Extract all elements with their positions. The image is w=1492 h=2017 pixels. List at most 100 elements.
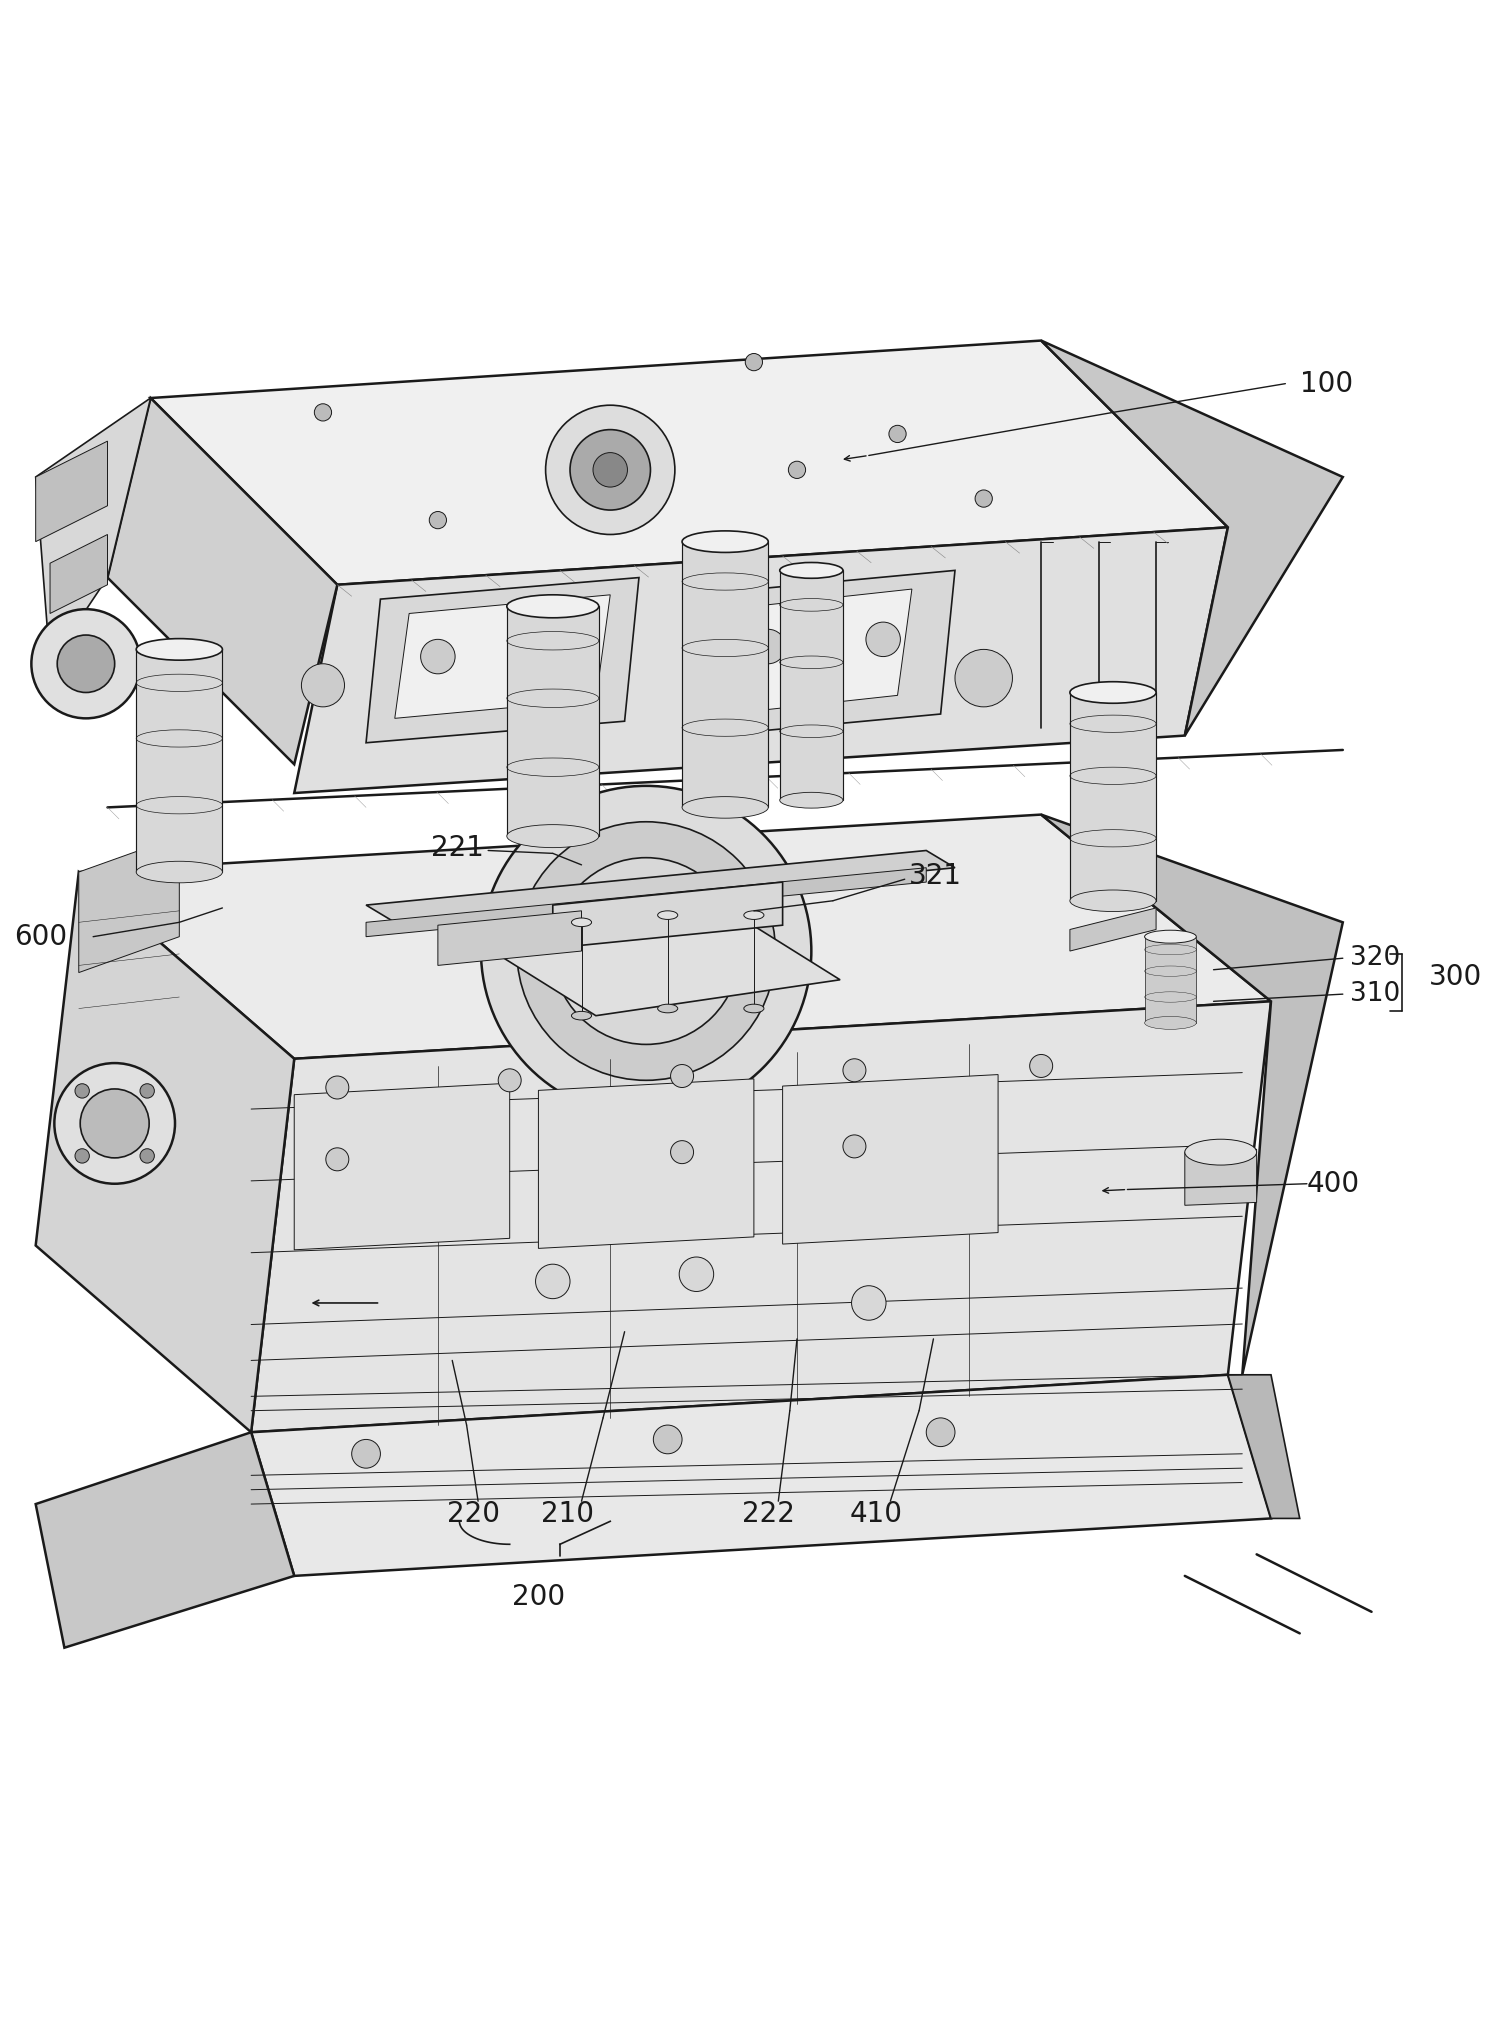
Text: 221: 221	[431, 833, 483, 861]
Polygon shape	[437, 912, 582, 966]
Ellipse shape	[136, 861, 222, 883]
Circle shape	[865, 621, 900, 658]
Text: 410: 410	[849, 1501, 903, 1527]
Circle shape	[81, 1089, 149, 1158]
Ellipse shape	[682, 530, 768, 553]
Ellipse shape	[507, 595, 598, 617]
Ellipse shape	[1185, 1140, 1256, 1166]
Circle shape	[301, 664, 345, 706]
Circle shape	[140, 1150, 154, 1164]
Circle shape	[592, 452, 628, 486]
Circle shape	[140, 1083, 154, 1097]
Polygon shape	[366, 577, 639, 742]
Circle shape	[552, 857, 740, 1045]
Circle shape	[31, 609, 140, 718]
Ellipse shape	[745, 1004, 764, 1013]
Polygon shape	[79, 837, 179, 972]
Circle shape	[573, 418, 591, 436]
Polygon shape	[395, 595, 610, 718]
Circle shape	[843, 1136, 865, 1158]
Polygon shape	[1228, 1376, 1300, 1519]
Circle shape	[546, 405, 674, 535]
Circle shape	[570, 430, 651, 510]
Circle shape	[75, 1083, 90, 1097]
Ellipse shape	[1070, 682, 1156, 704]
Polygon shape	[366, 851, 955, 922]
Polygon shape	[366, 867, 927, 936]
Circle shape	[955, 649, 1013, 706]
Text: 600: 600	[13, 922, 67, 950]
Ellipse shape	[658, 912, 677, 920]
Polygon shape	[552, 881, 783, 948]
Text: 321: 321	[909, 863, 962, 889]
Polygon shape	[51, 535, 107, 613]
Circle shape	[889, 426, 906, 442]
Ellipse shape	[136, 639, 222, 660]
Polygon shape	[36, 1432, 294, 1648]
Polygon shape	[507, 607, 598, 837]
Polygon shape	[1185, 1150, 1256, 1206]
Circle shape	[480, 787, 812, 1115]
Circle shape	[75, 1150, 90, 1164]
Circle shape	[315, 403, 331, 422]
Polygon shape	[780, 571, 843, 801]
Ellipse shape	[571, 1011, 591, 1021]
Text: 320: 320	[1350, 946, 1401, 972]
Text: 300: 300	[1429, 962, 1482, 990]
Polygon shape	[480, 908, 840, 1017]
Circle shape	[536, 1265, 570, 1299]
Ellipse shape	[780, 563, 843, 579]
Text: 200: 200	[512, 1583, 565, 1612]
Polygon shape	[294, 526, 1228, 793]
Text: 310: 310	[1350, 980, 1401, 1006]
Polygon shape	[1144, 936, 1197, 1023]
Polygon shape	[251, 1000, 1271, 1432]
Polygon shape	[36, 397, 151, 664]
Circle shape	[54, 1063, 175, 1184]
Circle shape	[670, 1065, 694, 1087]
Polygon shape	[251, 1376, 1271, 1575]
Polygon shape	[740, 589, 912, 712]
Ellipse shape	[1144, 1017, 1197, 1029]
Circle shape	[1029, 1055, 1053, 1077]
Polygon shape	[1070, 908, 1156, 952]
Circle shape	[788, 462, 806, 478]
Ellipse shape	[682, 797, 768, 819]
Circle shape	[843, 1059, 865, 1081]
Ellipse shape	[1144, 930, 1197, 944]
Text: 400: 400	[1307, 1170, 1361, 1198]
Circle shape	[352, 1440, 380, 1468]
Circle shape	[750, 629, 785, 664]
Polygon shape	[783, 1075, 998, 1244]
Circle shape	[536, 631, 570, 668]
Circle shape	[927, 1418, 955, 1446]
Polygon shape	[36, 442, 107, 543]
Ellipse shape	[1070, 889, 1156, 912]
Polygon shape	[294, 1083, 510, 1251]
Circle shape	[976, 490, 992, 506]
Polygon shape	[107, 397, 337, 764]
Polygon shape	[1041, 815, 1343, 1376]
Ellipse shape	[658, 1004, 677, 1013]
Text: 100: 100	[1300, 369, 1353, 397]
Ellipse shape	[507, 825, 598, 847]
Polygon shape	[36, 871, 294, 1432]
Polygon shape	[1041, 341, 1343, 736]
Circle shape	[679, 1257, 713, 1291]
Ellipse shape	[571, 918, 591, 926]
Circle shape	[421, 639, 455, 674]
Ellipse shape	[780, 793, 843, 809]
Polygon shape	[710, 571, 955, 736]
Circle shape	[325, 1075, 349, 1099]
Circle shape	[516, 821, 776, 1081]
Polygon shape	[136, 649, 222, 871]
Polygon shape	[682, 543, 768, 807]
Text: 222: 222	[742, 1501, 795, 1527]
Ellipse shape	[745, 912, 764, 920]
Circle shape	[325, 1148, 349, 1170]
Circle shape	[498, 1069, 521, 1091]
Circle shape	[852, 1285, 886, 1321]
Circle shape	[746, 353, 762, 371]
Text: 220: 220	[448, 1501, 500, 1527]
Polygon shape	[151, 341, 1228, 585]
